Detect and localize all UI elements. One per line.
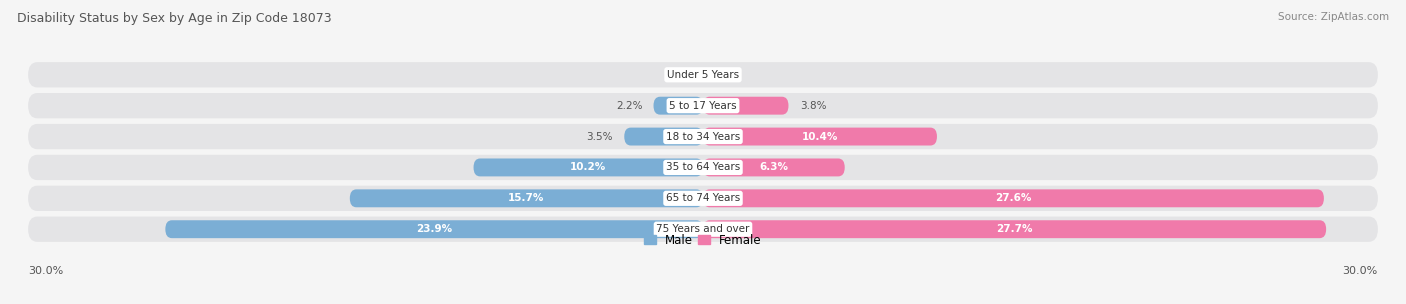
Text: 10.2%: 10.2% <box>571 162 606 172</box>
FancyBboxPatch shape <box>28 124 1378 149</box>
Text: 27.7%: 27.7% <box>997 224 1033 234</box>
Text: 10.4%: 10.4% <box>801 132 838 142</box>
FancyBboxPatch shape <box>703 189 1324 207</box>
Text: 3.8%: 3.8% <box>800 101 827 111</box>
Text: 23.9%: 23.9% <box>416 224 453 234</box>
Text: Disability Status by Sex by Age in Zip Code 18073: Disability Status by Sex by Age in Zip C… <box>17 12 332 25</box>
Text: 18 to 34 Years: 18 to 34 Years <box>666 132 740 142</box>
FancyBboxPatch shape <box>350 189 703 207</box>
Text: 0.0%: 0.0% <box>668 70 695 80</box>
FancyBboxPatch shape <box>624 128 703 146</box>
Text: 30.0%: 30.0% <box>1343 266 1378 276</box>
Text: Source: ZipAtlas.com: Source: ZipAtlas.com <box>1278 12 1389 22</box>
FancyBboxPatch shape <box>703 158 845 176</box>
Text: Under 5 Years: Under 5 Years <box>666 70 740 80</box>
FancyBboxPatch shape <box>654 97 703 115</box>
Text: 75 Years and over: 75 Years and over <box>657 224 749 234</box>
Legend: Male, Female: Male, Female <box>640 229 766 251</box>
Text: 30.0%: 30.0% <box>28 266 63 276</box>
Text: 27.6%: 27.6% <box>995 193 1032 203</box>
FancyBboxPatch shape <box>703 128 936 146</box>
Text: 5 to 17 Years: 5 to 17 Years <box>669 101 737 111</box>
FancyBboxPatch shape <box>28 93 1378 118</box>
FancyBboxPatch shape <box>28 62 1378 88</box>
Text: 65 to 74 Years: 65 to 74 Years <box>666 193 740 203</box>
FancyBboxPatch shape <box>703 220 1326 238</box>
FancyBboxPatch shape <box>28 186 1378 211</box>
Text: 0.0%: 0.0% <box>711 70 738 80</box>
Text: 15.7%: 15.7% <box>508 193 544 203</box>
FancyBboxPatch shape <box>703 97 789 115</box>
FancyBboxPatch shape <box>474 158 703 176</box>
FancyBboxPatch shape <box>166 220 703 238</box>
FancyBboxPatch shape <box>28 216 1378 242</box>
FancyBboxPatch shape <box>28 155 1378 180</box>
Text: 3.5%: 3.5% <box>586 132 613 142</box>
Text: 6.3%: 6.3% <box>759 162 789 172</box>
Text: 2.2%: 2.2% <box>616 101 643 111</box>
Text: 35 to 64 Years: 35 to 64 Years <box>666 162 740 172</box>
